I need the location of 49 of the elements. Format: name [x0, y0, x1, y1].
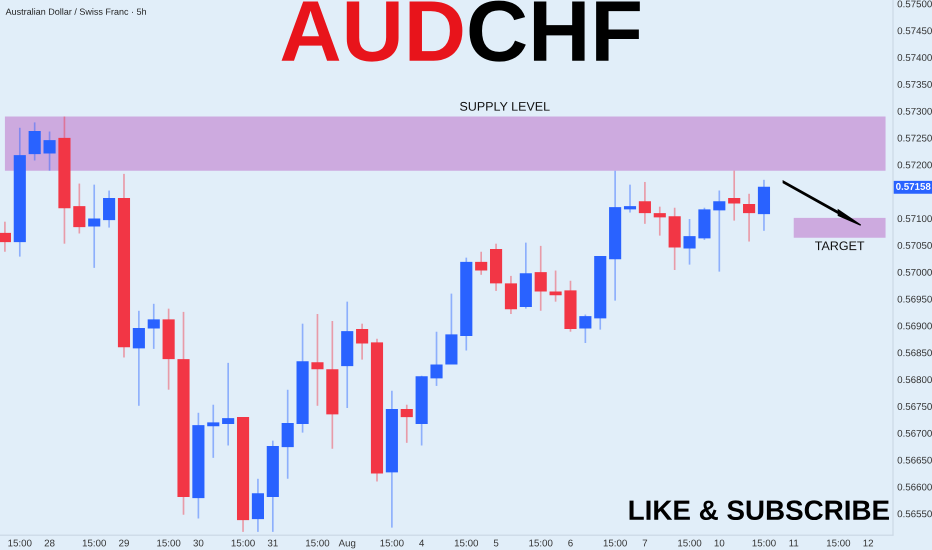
- x-tick-label: 15:00: [454, 540, 478, 546]
- y-tick-label: 0.57200: [898, 162, 932, 168]
- y-tick-label: 0.56700: [898, 430, 932, 437]
- x-tick-label: 29: [119, 540, 129, 546]
- annotation: LIKE & SUBSCRIBE: [630, 500, 889, 520]
- x-tick-label: 10: [714, 540, 724, 546]
- y-tick-label: 0.56750: [898, 403, 932, 410]
- x-tick-label: 7: [642, 540, 648, 546]
- y-tick-label: 0.56650: [898, 456, 932, 464]
- x-tick-label: 15:00: [604, 540, 627, 546]
- y-tick-label: 0.57400: [898, 54, 932, 62]
- band-label: TARGET: [815, 241, 864, 250]
- x-tick-label: 15:00: [678, 540, 702, 546]
- y-tick-label: 0.57250: [898, 134, 932, 142]
- x-tick-label: 15:00: [157, 540, 180, 546]
- x-tick-label: 15:00: [306, 540, 330, 546]
- y-tick-label: 0.56550: [898, 510, 932, 518]
- x-tick-label: 11: [789, 540, 798, 546]
- x-tick-label: 15:00: [826, 540, 850, 546]
- x-tick-label: 15:00: [752, 540, 776, 546]
- y-tick-label: 0.57350: [898, 81, 932, 88]
- y-tick-label: 0.56800: [898, 376, 932, 384]
- text: 0.57158: [896, 183, 931, 190]
- y-tick-label: 0.57300: [898, 108, 932, 115]
- x-tick-label: 6: [568, 540, 573, 546]
- y-tick-label: 0.57000: [898, 268, 932, 276]
- x-tick-label: 15:00: [8, 540, 32, 546]
- y-tick-label: 0.57500: [898, 0, 932, 8]
- x-tick-label: 15:00: [82, 540, 106, 546]
- x-tick-label: 5: [494, 540, 498, 546]
- x-tick-label: 12: [863, 540, 874, 546]
- y-tick-label: 0.56900: [898, 322, 932, 330]
- x-tick-label: 15:00: [232, 540, 255, 546]
- x-tick-label: 28: [44, 540, 55, 546]
- x-tick-label: 31: [268, 540, 278, 546]
- y-tick-label: 0.56600: [898, 484, 932, 490]
- y-tick-label: 0.57100: [898, 215, 932, 222]
- x-tick-label: Aug: [338, 540, 356, 548]
- x-tick-label: 4: [419, 540, 424, 546]
- x-tick-label: 15:00: [529, 540, 552, 546]
- y-tick-label: 0.56950: [898, 296, 932, 303]
- x-tick-label: 30: [193, 540, 204, 546]
- y-tick-label: 0.57450: [898, 27, 932, 34]
- chart-title: AUDCHF: [282, 0, 640, 62]
- band-label: SUPPLY LEVEL: [460, 102, 550, 111]
- text: Australian Dollar / Swiss Franc · 5h: [6, 8, 146, 15]
- x-tick-label: 15:00: [380, 540, 404, 546]
- y-tick-label: 0.57050: [898, 242, 932, 249]
- y-tick-label: 0.56850: [898, 349, 932, 356]
